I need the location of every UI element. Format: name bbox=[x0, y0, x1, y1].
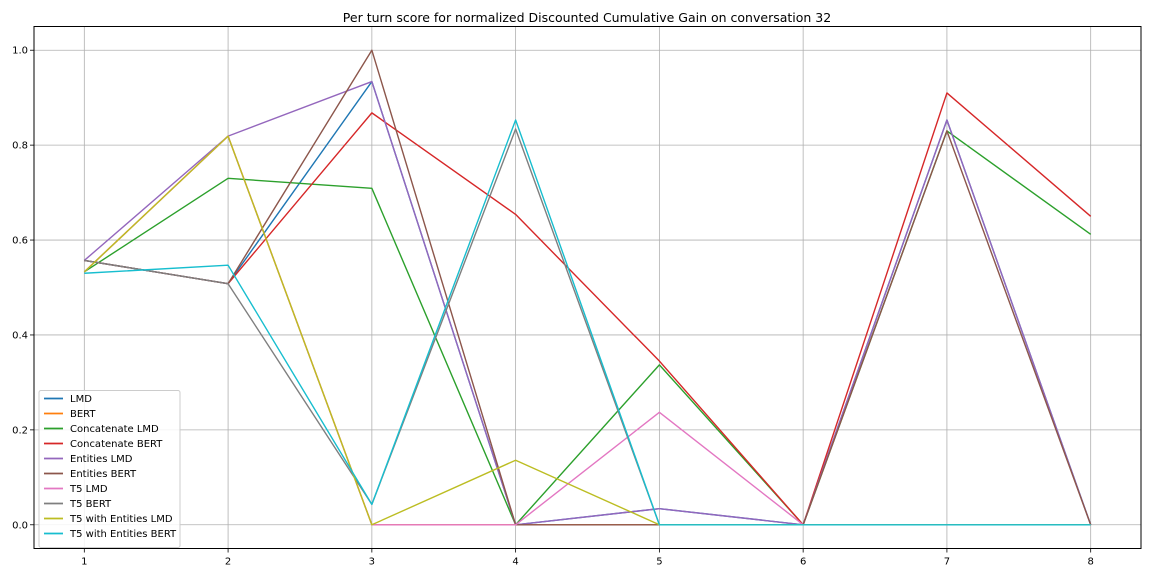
legend-label: T5 LMD bbox=[69, 484, 108, 495]
series-line-4 bbox=[84, 92, 1092, 526]
axis-ticks: 1 2 3 4 5 6 7 8 0.0 0.2 0.4 0.6 0.8 1.0 bbox=[12, 46, 1094, 568]
y-tick-label: 0.0 bbox=[12, 520, 28, 531]
x-tick-label: 1 bbox=[81, 557, 87, 568]
plot-frame bbox=[33, 26, 1142, 549]
series-line-6 bbox=[84, 49, 1092, 526]
series-line-10 bbox=[84, 119, 1091, 526]
x-tick-label: 7 bbox=[944, 557, 950, 568]
series-line-5 bbox=[83, 80, 1092, 526]
legend-box bbox=[38, 390, 181, 548]
legend-label: Entities BERT bbox=[70, 469, 137, 480]
legend-label: Concatenate BERT bbox=[70, 439, 163, 450]
x-tick-label: 5 bbox=[656, 557, 662, 568]
legend-label: BERT bbox=[70, 409, 96, 420]
x-tick-label: 2 bbox=[225, 557, 231, 568]
legend-label: LMD bbox=[70, 394, 92, 405]
series-lines bbox=[83, 49, 1092, 526]
y-tick-label: 0.8 bbox=[12, 141, 28, 152]
chart-title: Per turn score for normalized Discounted… bbox=[343, 10, 831, 25]
legend-label: T5 with Entities LMD bbox=[69, 514, 173, 525]
series-line-2 bbox=[83, 135, 1091, 526]
legend-label: T5 BERT bbox=[69, 499, 112, 510]
series-line-9 bbox=[83, 135, 1091, 526]
y-tick-label: 0.2 bbox=[12, 425, 28, 436]
series-line-7 bbox=[83, 135, 1091, 526]
x-tick-label: 3 bbox=[369, 557, 375, 568]
legend-label: T5 with Entities BERT bbox=[69, 529, 177, 540]
x-tick-label: 8 bbox=[1087, 557, 1093, 568]
series-line-1 bbox=[84, 80, 1092, 526]
series-line-8 bbox=[84, 128, 1091, 526]
y-tick-label: 1.0 bbox=[12, 46, 28, 57]
y-tick-label: 0.4 bbox=[12, 330, 28, 341]
legend: LMD BERT Concatenate LMD Concatenate BERT En… bbox=[38, 390, 181, 548]
x-tick-label: 6 bbox=[800, 557, 806, 568]
legend-label: Entities LMD bbox=[70, 454, 133, 465]
y-tick-label: 0.6 bbox=[12, 236, 28, 247]
legend-label: Concatenate LMD bbox=[70, 424, 159, 435]
x-tick-label: 4 bbox=[512, 557, 518, 568]
